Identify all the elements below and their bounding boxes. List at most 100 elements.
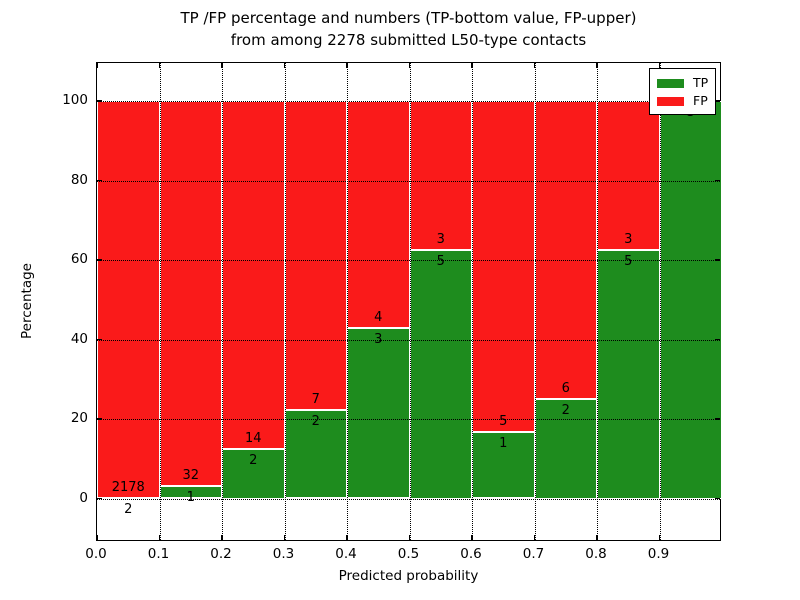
horizontal-gridline [97, 260, 720, 261]
y-tick-label: 80 [70, 171, 88, 188]
y-axis-label: Percentage [19, 263, 35, 339]
fp-count-label: 32 [182, 468, 200, 484]
x-tick-label: 0.5 [397, 546, 420, 562]
x-tickmark-top [408, 63, 411, 68]
x-tickmark [408, 535, 411, 540]
fp-bar-segment [159, 101, 222, 487]
x-tick-label: 0.8 [585, 546, 607, 562]
x-tick-label: 0.4 [335, 546, 357, 562]
fp-count-label: 6 [561, 381, 570, 397]
x-tickmark-top [658, 63, 661, 68]
x-tickmark-top [471, 63, 473, 68]
horizontal-gridline [97, 419, 720, 420]
x-tickmark [96, 535, 98, 540]
y-tick-label: 0 [79, 489, 88, 506]
plot-area: 217823211427243355162353TPFP [96, 62, 722, 541]
tp-bar-segment [284, 410, 347, 499]
tp-bar-segment [409, 250, 472, 499]
legend-item: TP [657, 74, 708, 92]
x-tickmark [533, 535, 536, 540]
x-tick-label: 0.0 [85, 546, 107, 562]
x-tickmark-top [96, 63, 98, 68]
x-tickmark [221, 535, 223, 540]
vertical-gridline [534, 63, 536, 540]
vertical-gridline [222, 63, 223, 540]
tp-bar-segment [597, 250, 660, 499]
fp-count-label: 5 [499, 414, 508, 430]
fp-bar-segment [534, 101, 597, 400]
tp-bar-segment [347, 328, 410, 499]
x-tickmark-top [221, 63, 223, 68]
x-tickmark [658, 535, 661, 540]
fp-bar-segment [97, 101, 160, 499]
x-tickmark-top [346, 63, 348, 68]
chart-title-line1: TP /FP percentage and numbers (TP-bottom… [180, 9, 637, 27]
horizontal-gridline [97, 498, 720, 500]
fp-bar-segment [222, 101, 285, 449]
vertical-gridline [659, 63, 661, 540]
y-tickmark [97, 497, 102, 500]
legend-item-label: FP [693, 93, 708, 108]
fp-count-label: 7 [311, 392, 320, 408]
fp-bar-segment [597, 101, 660, 251]
y-tick-label: 60 [70, 251, 88, 267]
legend: TP FP [649, 68, 717, 115]
tp-count-label: 2 [124, 502, 133, 518]
x-axis-label: Predicted probability [338, 568, 479, 584]
y-tickmark-right [715, 179, 720, 182]
tp-bar-segment [222, 448, 285, 499]
x-tickmark [283, 535, 286, 540]
fp-bar-segment [284, 101, 347, 411]
tp-count-label: 3 [374, 332, 383, 348]
vertical-gridline [347, 63, 348, 540]
y-tick-label: 20 [70, 410, 88, 426]
chart-title: TP /FP percentage and numbers (TP-bottom… [96, 7, 721, 51]
vertical-gridline [472, 63, 473, 540]
horizontal-gridline [97, 101, 720, 102]
x-tickmark-top [533, 63, 536, 68]
fp-count-label: 14 [244, 430, 262, 446]
x-tickmark-top [283, 63, 286, 68]
fp-count-label: 2178 [111, 480, 145, 496]
x-tickmark [471, 535, 473, 540]
y-tickmark-right [715, 497, 720, 500]
x-tick-label: 0.2 [210, 546, 232, 562]
fp-bar-segment [409, 101, 472, 251]
y-tickmark [97, 418, 102, 420]
vertical-gridline [409, 63, 411, 540]
tp-legend-swatch [657, 78, 684, 88]
y-tickmark-right [715, 259, 720, 261]
tp-count-label: 2 [311, 414, 320, 430]
x-tickmark [158, 535, 161, 540]
horizontal-gridline [97, 339, 720, 341]
tp-count-label: 5 [436, 254, 445, 270]
y-tickmark-right [715, 418, 720, 420]
tp-count-label: 5 [624, 254, 633, 270]
fp-bar-segment [472, 101, 535, 433]
horizontal-gridline [97, 180, 720, 182]
y-tickmark [97, 100, 102, 102]
tp-count-label: 2 [249, 452, 258, 468]
tp-bar-segment [659, 101, 722, 499]
legend-item: FP [657, 92, 708, 110]
tp-bar-segment [472, 432, 535, 499]
vertical-gridline [597, 63, 598, 540]
y-tickmark-right [715, 338, 720, 341]
y-tick-label: 40 [70, 330, 88, 347]
x-tickmark-top [158, 63, 161, 68]
x-tick-label: 0.7 [522, 546, 545, 562]
tp-count-label: 1 [499, 436, 508, 452]
x-tickmark-top [596, 63, 598, 68]
y-tickmark-right [715, 100, 720, 102]
y-tickmark [97, 259, 102, 261]
y-tick-label: 100 [62, 92, 88, 108]
x-tick-label: 0.9 [647, 546, 670, 562]
y-tickmark [97, 338, 102, 341]
vertical-gridline [159, 63, 161, 540]
x-tickmark [346, 535, 348, 540]
x-tick-label: 0.3 [272, 546, 295, 562]
legend-item-label: TP [693, 75, 709, 90]
fp-count-label: 4 [374, 310, 383, 326]
fp-count-label: 3 [624, 232, 633, 248]
x-tick-label: 0.1 [147, 546, 170, 562]
